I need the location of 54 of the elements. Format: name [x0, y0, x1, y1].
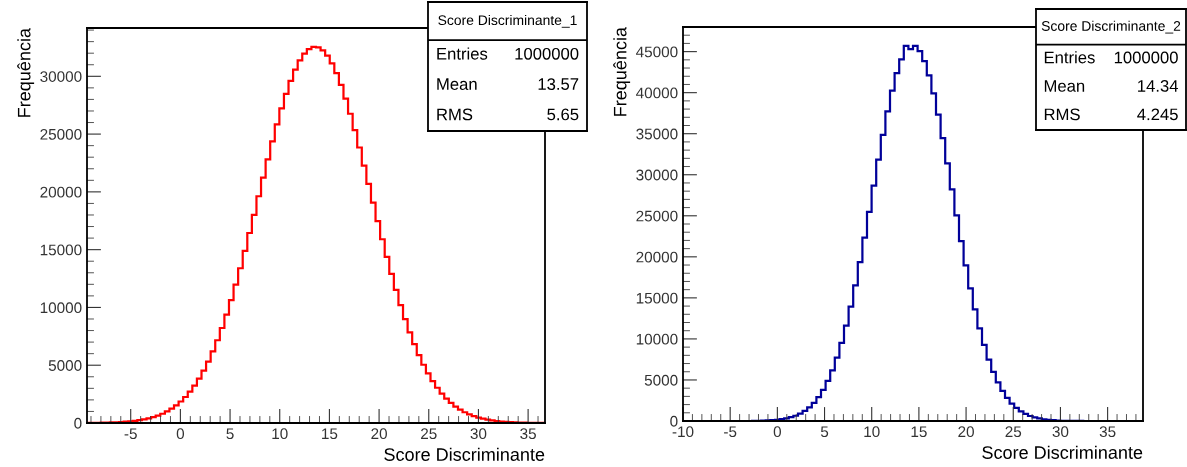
chart-title: Score Discriminante_1	[438, 14, 577, 28]
y-tick-label: 15000	[40, 244, 82, 256]
annotation: Entries	[437, 47, 488, 60]
x-tick-label: 0	[773, 426, 782, 438]
x-tick-label: 25	[1005, 426, 1022, 438]
x-tick-label: 15	[911, 426, 927, 438]
x-tick-label: 5	[226, 428, 234, 440]
y-tick-label: 20000	[636, 251, 678, 263]
y-tick-label: 30000	[636, 169, 678, 181]
annotation: RMS	[437, 108, 473, 121]
x-tick-label: 30	[1052, 426, 1069, 438]
y-tick-label: 20000	[40, 186, 82, 198]
annotation: Mean	[437, 78, 477, 90]
y-tick-label: 30000	[40, 71, 82, 82]
annotation: Entries	[1044, 51, 1095, 64]
x-tick-label: 20	[958, 426, 974, 438]
annotation: 14.34	[1138, 80, 1179, 92]
y-tick-label: 35000	[636, 128, 678, 140]
x-tick-label: 5	[820, 426, 829, 438]
annotation: 1000000	[1114, 51, 1178, 64]
x-tick-label: 20	[371, 428, 387, 440]
x-axis-title: Score Discriminante	[384, 447, 545, 461]
annotation: 1000000	[515, 47, 579, 60]
x-tick-label: -5	[724, 426, 737, 438]
x-tick-label: 15	[322, 428, 338, 440]
y-tick-label: 10000	[636, 333, 678, 345]
x-tick-label: 0	[176, 428, 185, 440]
y-tick-label: 5000	[48, 360, 82, 371]
x-tick-label: 10	[272, 428, 288, 440]
x-tick-label: 30	[470, 428, 487, 440]
chart-title: Score Discriminante_2	[1041, 20, 1181, 34]
y-tick-label: 45000	[636, 46, 678, 58]
annotation: 13.57	[538, 78, 579, 90]
y-tick-label: 15000	[636, 292, 678, 304]
y-tick-label: 40000	[636, 87, 678, 99]
x-tick-label: 25	[421, 428, 437, 440]
y-tick-label: 0	[670, 415, 678, 427]
x-tick-label: -5	[124, 428, 137, 440]
text: 5.65	[547, 108, 579, 121]
y-axis-title: Frequência	[17, 27, 35, 117]
x-tick-label: 35	[520, 428, 536, 440]
y-tick-label: 25000	[636, 210, 678, 222]
x-tick-label: 10	[864, 426, 880, 438]
y-tick-label: 25000	[40, 128, 82, 140]
x-tick-label: -10	[672, 426, 694, 438]
annotation: Mean	[1044, 80, 1085, 92]
x-tick-label: 35	[1099, 426, 1116, 438]
y-axis-title: Frequência	[613, 26, 631, 116]
x-axis-title: Score Discriminante	[982, 445, 1143, 459]
y-tick-label: 5000	[644, 374, 678, 386]
y-tick-label: 10000	[40, 302, 82, 314]
y-tick-label: 0	[74, 417, 82, 429]
annotation: RMS	[1044, 108, 1080, 121]
annotation: 4.245	[1137, 108, 1178, 121]
